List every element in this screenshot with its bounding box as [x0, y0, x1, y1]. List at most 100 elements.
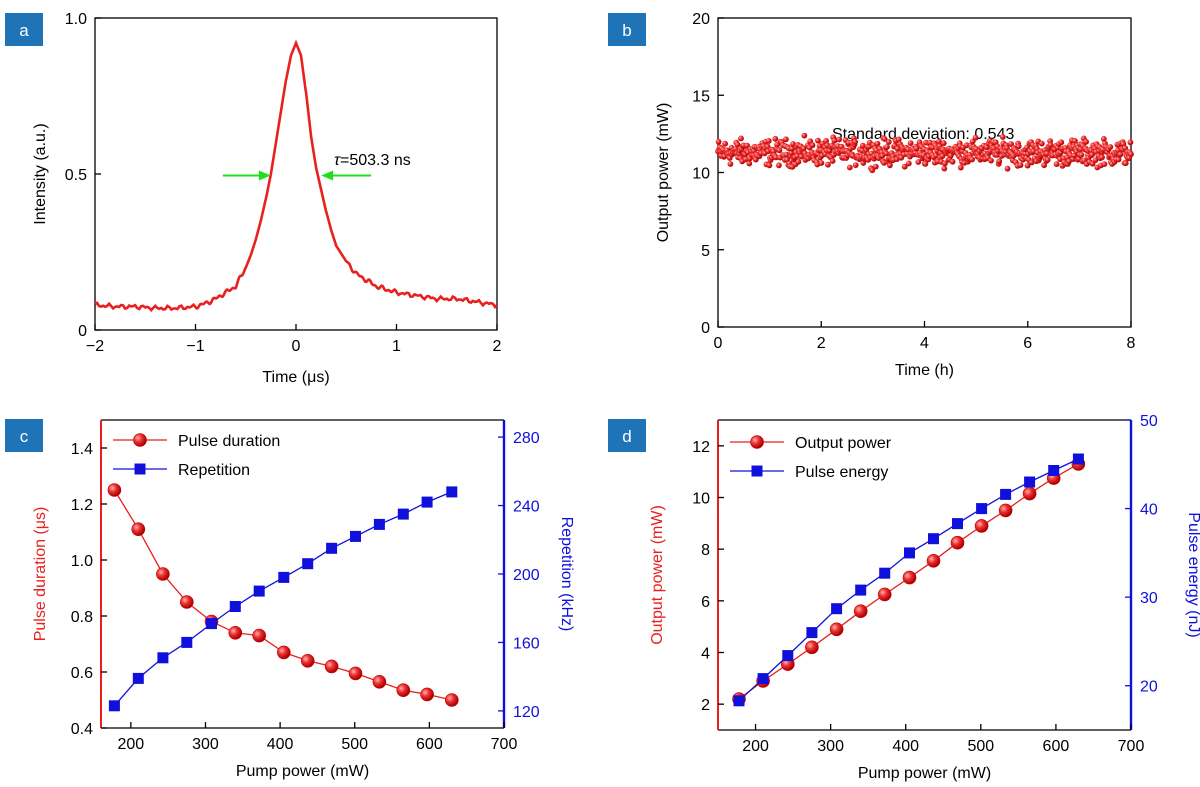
scatter-point [809, 142, 816, 149]
x-tick-label: 4 [920, 335, 929, 352]
scatter-point [773, 154, 779, 161]
data-point-square [253, 585, 265, 597]
scatter-point [852, 139, 858, 145]
fwhm-value: =503.3 ns [340, 152, 411, 169]
data-point-square [757, 673, 769, 685]
panel-badge-label: b [622, 21, 631, 40]
panel-b-chart: b 0 2 4 6 8 0 5 10 15 20 Time (h) Output power (mW) S… [608, 11, 1136, 379]
scatter-point [1041, 162, 1047, 169]
scatter-point [913, 145, 920, 152]
legend-label: Pulse duration [178, 433, 280, 450]
data-point-sphere [853, 604, 868, 619]
y-tick-label: 2 [701, 697, 710, 714]
scatter-point [1101, 161, 1108, 168]
scatter-point [887, 162, 893, 169]
fwhm-annotation: τ=503.3 ns [334, 152, 411, 169]
data-point-sphere [420, 687, 434, 702]
y2-tick-label: 200 [513, 567, 540, 584]
data-point-square [733, 695, 745, 707]
y2-tick-label: 40 [1140, 502, 1158, 519]
y-tick-label: 0.4 [71, 721, 93, 738]
scatter-point [1017, 162, 1024, 169]
x-axis-label: Time (h) [895, 362, 954, 379]
scatter-point [722, 140, 728, 147]
data-point-square [157, 652, 169, 664]
scatter-point [1015, 143, 1022, 150]
plot-frame [717, 17, 1132, 328]
data-point-sphere [156, 567, 170, 581]
scatter-point [1053, 161, 1060, 168]
data-point-sphere [998, 503, 1013, 518]
x-tick-label: 200 [742, 738, 769, 755]
data-point-sphere [926, 553, 941, 568]
x-axis-label: Pump power (mW) [858, 765, 991, 782]
scatter-point [801, 132, 808, 139]
scatter-point [1028, 159, 1035, 166]
data-point-square [831, 603, 843, 615]
scatter-point [942, 160, 948, 167]
scatter-point [1083, 138, 1089, 145]
x-tick-label: −2 [86, 338, 104, 355]
data-point-square [373, 518, 385, 530]
x-tick-label: 400 [892, 738, 919, 755]
panel-c-chart: c 200 300 400 500 600 700 0.4 0.6 0.8 1.0 1.2 1.4 120… [5, 419, 575, 780]
plot-frame [94, 17, 498, 331]
y2-tick-label: 160 [513, 635, 540, 652]
scatter-point [1117, 151, 1124, 158]
data-point-sphere [372, 674, 387, 689]
data-point-sphere [107, 483, 122, 497]
panel-a-chart: a −2 −1 0 1 2 0 0.5 1.0 Time (μs) Intensity (a.u.)… [5, 11, 502, 386]
data-point-square [181, 636, 193, 648]
data-point-square [421, 496, 433, 508]
scatter-point [715, 138, 722, 145]
scatter-point [829, 158, 836, 164]
panel-badge [608, 419, 646, 452]
x-axis-label: Pump power (mW) [236, 763, 369, 780]
y-tick-label: 6 [701, 594, 710, 611]
y2-tick-label: 30 [1140, 590, 1158, 607]
data-point-sphere [300, 653, 315, 668]
y-axis-label: Pulse duration (μs) [32, 507, 49, 642]
x-tick-label: 400 [267, 736, 294, 753]
y2-axis-label: Pulse energy (nJ) [1185, 512, 1200, 637]
scatter-point [881, 136, 888, 142]
data-point-square [397, 508, 409, 520]
x-tick-label: 300 [192, 736, 219, 753]
scatter-point [949, 158, 956, 165]
scatter-point [1092, 157, 1099, 164]
data-point-sphere [276, 645, 291, 660]
y-tick-label: 8 [701, 542, 710, 559]
scatter-point [936, 138, 942, 145]
x-tick-label: 700 [491, 736, 518, 753]
scatter-point [874, 140, 881, 147]
scatter-point [1078, 152, 1085, 158]
x-tick-label: 700 [1118, 738, 1145, 755]
scatter-point [746, 160, 753, 167]
data-point-square [278, 571, 290, 583]
scatter-point [783, 136, 789, 143]
legend-marker-sphere [750, 435, 764, 449]
y-tick-label: 4 [701, 646, 710, 663]
data-point-sphere [180, 595, 194, 609]
data-point-square [879, 567, 891, 579]
x-tick-label: 600 [1043, 738, 1070, 755]
y-tick-label: 0 [701, 320, 710, 337]
data-point-sphere [252, 628, 267, 643]
y-axis-label: Output power (mW) [655, 103, 672, 243]
data-point-sphere [348, 666, 363, 681]
scatter-point [1058, 139, 1065, 146]
data-point-square [1072, 453, 1084, 465]
scatter-point [1115, 156, 1122, 163]
data-point-sphere [805, 640, 819, 655]
data-point-square [806, 627, 818, 639]
scatter-point [895, 136, 902, 143]
scatter-point [772, 135, 779, 142]
x-tick-label: 0 [292, 338, 301, 355]
data-point-square [1024, 476, 1036, 488]
y-tick-label: 5 [701, 243, 710, 260]
y-axis-label: Output power (mW) [649, 505, 666, 645]
scatter-point [1127, 139, 1134, 146]
y-tick-label: 10 [692, 166, 710, 183]
data-point-square [782, 650, 794, 662]
std-deviation-annotation: Standard deviation: 0.543 [832, 126, 1014, 143]
